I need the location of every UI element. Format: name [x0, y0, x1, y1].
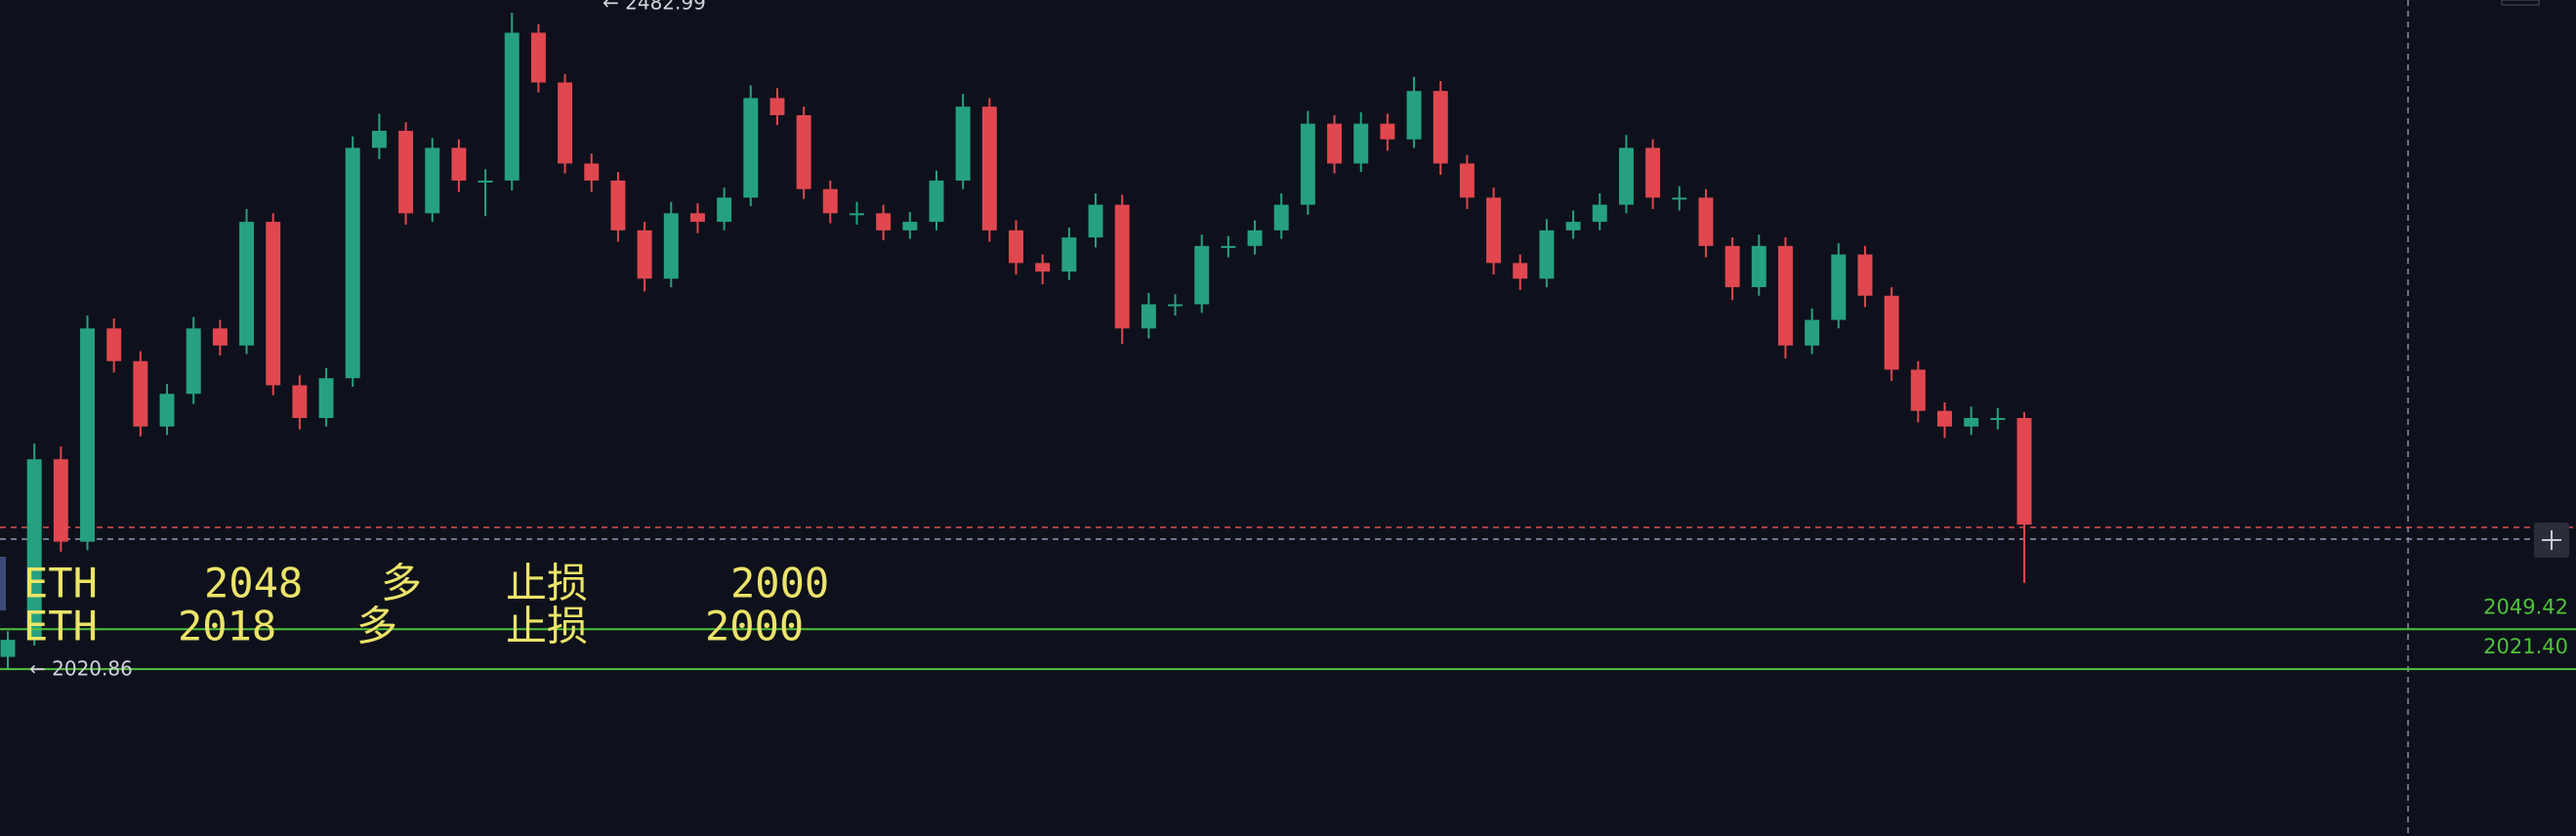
candle-body: [1486, 197, 1502, 264]
candle-body: [822, 188, 838, 214]
candle-body: [292, 385, 308, 418]
candle-body: [1221, 245, 1236, 248]
candle-body: [1247, 230, 1263, 246]
candle-body: [1751, 245, 1766, 288]
note-text: 2000: [705, 603, 804, 650]
candle-body: [1910, 369, 1926, 411]
candle-body: [1300, 123, 1315, 205]
candle-body: [1618, 147, 1634, 205]
candle-body: [1168, 304, 1183, 307]
candle-body: [558, 82, 573, 164]
candle-body: [1114, 204, 1130, 329]
candle-body: [1857, 254, 1873, 296]
price-line-label: 2021.40: [2483, 635, 2568, 658]
note-text: 多: [381, 560, 422, 607]
candle-body: [876, 213, 892, 230]
candle-body: [769, 98, 785, 115]
candle-body: [1459, 163, 1475, 198]
candle-body: [850, 213, 864, 216]
candle-body: [1698, 197, 1714, 246]
candle-body: [26, 459, 42, 641]
candle-body: [1380, 123, 1395, 140]
high-marker: ← 2482.99: [602, 0, 706, 15]
candle-body: [902, 222, 918, 230]
candle-body: [717, 197, 732, 223]
candle-body: [398, 130, 414, 214]
note-text: 止损: [506, 603, 588, 650]
candle-body: [1964, 418, 1979, 427]
candle-body: [1937, 410, 1952, 427]
toolbar-box[interactable]: [2501, 0, 2540, 6]
candle-body: [504, 32, 519, 181]
candle-body: [133, 360, 148, 427]
candle-body: [663, 213, 679, 279]
note-text: ETH: [23, 603, 98, 650]
candle-body: [637, 230, 652, 279]
candle-body: [796, 114, 811, 189]
candle-body: [1777, 245, 1793, 346]
candle-body: [584, 163, 600, 181]
candle-body: [743, 98, 759, 198]
low-marker: ← 2020.86: [29, 656, 133, 680]
candle-body: [1009, 230, 1023, 264]
candle-body: [689, 213, 705, 223]
candle-body: [1141, 304, 1156, 329]
candle-body: [2016, 418, 2032, 525]
note-text: 2018: [178, 603, 276, 650]
candle-body: [53, 459, 68, 542]
candle-body: [1061, 237, 1077, 272]
candle-body: [1645, 147, 1661, 198]
candle-body: [1088, 204, 1103, 238]
candle-body: [371, 130, 387, 148]
candle-body: [266, 222, 281, 386]
candle-body: [106, 328, 122, 361]
note-text: 多: [356, 603, 397, 650]
candle-body: [239, 222, 255, 346]
candle-body: [451, 147, 467, 181]
candle-body: [80, 328, 95, 542]
candle-body: [1035, 263, 1051, 272]
candle-body: [1539, 230, 1555, 279]
candle-body: [0, 640, 16, 657]
candle-body: [1724, 245, 1740, 288]
candle-body: [929, 180, 944, 223]
candle-body: [1433, 91, 1448, 164]
candle-body: [530, 32, 546, 83]
candle-body: [1273, 204, 1289, 230]
candle-body: [318, 378, 334, 418]
candle-body: [1194, 245, 1210, 305]
candle-body: [1990, 418, 2006, 420]
candle-body: [1327, 123, 1343, 164]
candle-body: [981, 106, 997, 230]
candle-body: [1353, 123, 1369, 164]
add-button[interactable]: [2534, 522, 2569, 558]
note-text: 2048: [204, 560, 303, 607]
candle-body: [425, 147, 440, 214]
candle-body: [610, 180, 626, 230]
candle-body: [1831, 254, 1847, 320]
candle-body: [1805, 319, 1820, 346]
note-text: 止损: [506, 560, 588, 607]
candle-body: [955, 106, 971, 181]
candle-body: [1406, 91, 1422, 140]
note-text: ETH: [23, 560, 98, 607]
candle-body: [212, 328, 228, 346]
candle-body: [1672, 197, 1687, 200]
candle-body: [1513, 263, 1528, 279]
candle-body: [1884, 295, 1899, 370]
candle-body: [186, 328, 201, 395]
candle-body: [1565, 222, 1581, 230]
candle-body: [1592, 204, 1607, 223]
candle-body: [345, 147, 360, 379]
price-line-label: 2049.42: [2483, 595, 2568, 618]
candle-body: [159, 394, 175, 427]
note-text: 2000: [730, 560, 829, 607]
side-tab[interactable]: [0, 557, 6, 610]
candle-body: [478, 180, 493, 183]
